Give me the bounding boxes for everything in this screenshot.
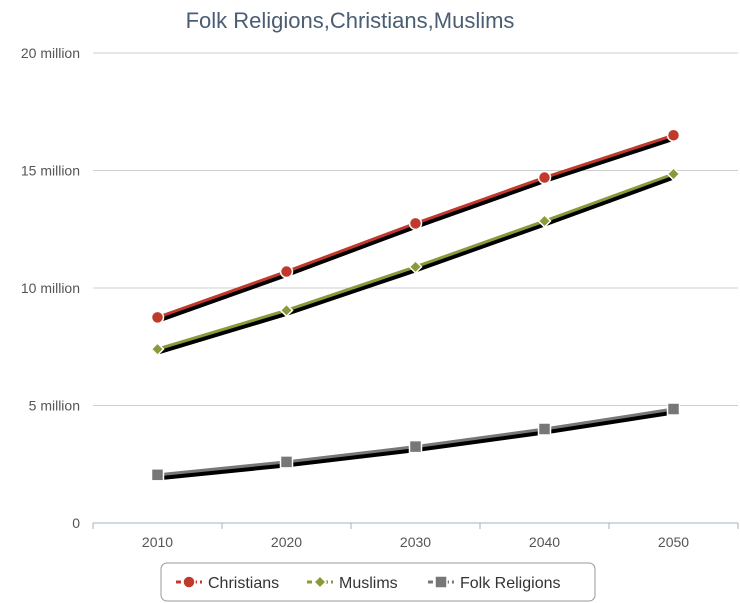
data-point — [537, 170, 552, 185]
data-point — [279, 264, 294, 279]
legend-marker — [434, 575, 448, 589]
data-point — [150, 310, 165, 325]
series-folk-religions — [150, 402, 681, 482]
chart-title: Folk Religions,Christians,Muslims — [186, 8, 515, 33]
data-point — [279, 303, 294, 318]
series-christians — [150, 128, 681, 325]
y-tick-label: 20 million — [21, 45, 80, 61]
x-tick-label: 2030 — [400, 534, 431, 550]
legend-marker — [312, 574, 328, 590]
gridlines — [93, 52, 738, 406]
x-tick-label: 2040 — [529, 534, 560, 550]
legend-box — [160, 562, 596, 602]
series-group — [150, 128, 681, 482]
legend-item[interactable]: Christians — [176, 575, 279, 592]
data-point — [408, 439, 423, 454]
data-point — [408, 259, 423, 274]
y-tick-label: 10 million — [21, 280, 80, 296]
legend-marker — [182, 575, 196, 589]
x-tick-label: 2050 — [658, 534, 689, 550]
data-point — [537, 213, 552, 229]
y-tick-label: 0 — [72, 515, 80, 531]
y-axis-ticks: 0 5 million 10 million 15 million 20 million — [21, 45, 80, 531]
legend-label: Muslims — [339, 575, 398, 592]
data-point — [150, 468, 165, 482]
x-axis: 2010 2020 2030 2040 2050 — [92, 522, 739, 550]
data-point — [666, 402, 681, 416]
legend-item[interactable]: Folk Religions — [428, 575, 560, 592]
data-point — [537, 422, 552, 436]
legend[interactable]: Christians Muslims Folk Religions — [160, 562, 596, 602]
data-point — [666, 166, 681, 182]
series-muslims — [150, 166, 681, 357]
x-tick-label: 2020 — [271, 534, 302, 550]
y-tick-label: 15 million — [21, 163, 80, 179]
data-point — [666, 128, 681, 142]
data-point — [150, 342, 165, 357]
data-point — [408, 216, 423, 231]
x-tick-label: 2010 — [142, 534, 173, 550]
legend-item[interactable]: Muslims — [307, 574, 398, 592]
y-tick-label: 5 million — [29, 398, 80, 414]
data-point — [279, 455, 294, 469]
legend-label: Christians — [208, 575, 279, 592]
legend-label: Folk Religions — [460, 575, 560, 592]
